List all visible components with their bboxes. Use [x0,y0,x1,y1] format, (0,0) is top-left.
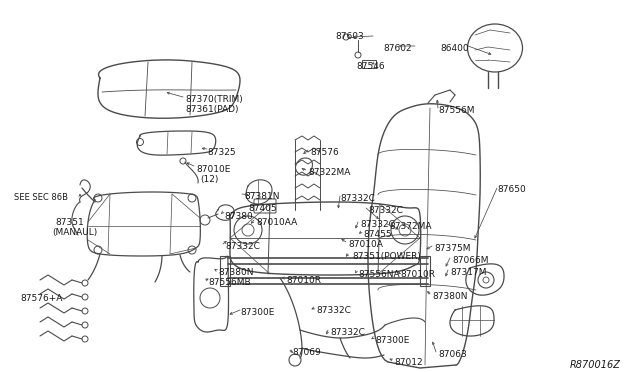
Text: R870016Z: R870016Z [570,360,621,370]
Text: 86400: 86400 [440,44,468,53]
Text: 87370(TRIM): 87370(TRIM) [185,95,243,104]
Text: 87010R: 87010R [400,270,435,279]
Bar [220,256,230,286]
Text: 87332C: 87332C [368,206,403,215]
Text: 87380N: 87380N [218,268,253,277]
Text: 87069: 87069 [292,348,321,357]
Text: 87317M: 87317M [450,268,486,277]
Text: 87361(PAD): 87361(PAD) [185,105,239,114]
Text: 87012: 87012 [394,358,422,367]
Text: 87556MB: 87556MB [208,278,251,287]
Text: 87556M: 87556M [438,106,474,115]
Text: 87455: 87455 [363,230,392,239]
Text: 87602: 87602 [383,44,412,53]
Text: 87603: 87603 [335,32,364,41]
Text: 87576+A: 87576+A [20,294,62,303]
Text: 87325: 87325 [207,148,236,157]
Bar [420,256,430,286]
Text: 87351: 87351 [55,218,84,227]
Text: 87556NA: 87556NA [358,270,399,279]
Text: 87300E: 87300E [240,308,275,317]
Text: 87381N: 87381N [244,192,280,201]
Text: 87332C: 87332C [340,194,375,203]
Text: SEE SEC 86B: SEE SEC 86B [14,193,68,202]
Text: 87066M: 87066M [452,256,488,265]
Text: 87010A: 87010A [348,240,383,249]
Text: 87546: 87546 [356,62,385,71]
Text: 87332C: 87332C [316,306,351,315]
Text: 87372MA: 87372MA [389,222,431,231]
Text: 87010R: 87010R [286,276,321,285]
Text: 87332C: 87332C [225,242,260,251]
Text: 87300E: 87300E [375,336,410,345]
Text: 87322MA: 87322MA [308,168,350,177]
Text: 87380: 87380 [224,212,253,221]
Text: 87010E: 87010E [196,165,230,174]
Text: 87063: 87063 [438,350,467,359]
Text: 87576: 87576 [310,148,339,157]
Text: 87375M: 87375M [434,244,470,253]
Text: (12): (12) [200,175,218,184]
Text: 87405: 87405 [248,204,276,213]
Text: 87010AA: 87010AA [256,218,297,227]
Text: 87380N: 87380N [432,292,467,301]
Text: (MANAUL): (MANAUL) [52,228,97,237]
Text: 87650: 87650 [497,185,525,194]
Text: 87332C: 87332C [330,328,365,337]
Text: 87332C: 87332C [360,220,395,229]
Text: 87351(POWER): 87351(POWER) [352,252,421,261]
